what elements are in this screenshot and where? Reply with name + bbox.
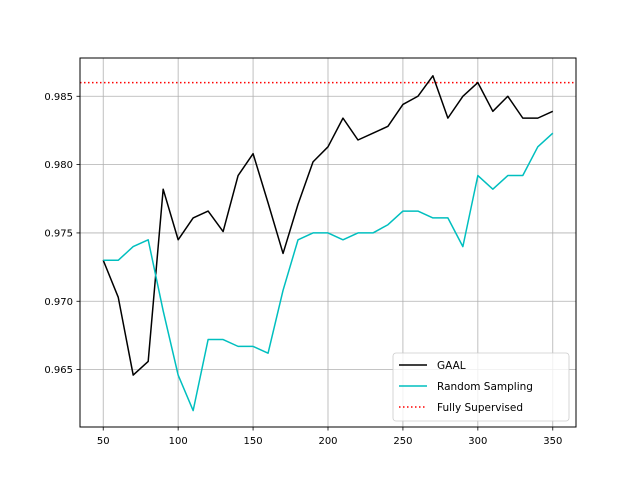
series-layer bbox=[102, 75, 554, 412]
legend: GAAL Random Sampling Fully Supervised bbox=[392, 352, 570, 422]
x-tick-label: 150 bbox=[244, 436, 263, 447]
x-tick-label: 100 bbox=[169, 436, 188, 447]
series-line-gaal bbox=[102, 75, 554, 376]
legend-entry-gaal-label: GAAL bbox=[437, 360, 466, 372]
x-tick-label: 50 bbox=[97, 436, 110, 447]
y-tick-label: 0.985 bbox=[44, 92, 73, 103]
y-tick-label: 0.980 bbox=[44, 160, 73, 171]
x-tick-label: 250 bbox=[393, 436, 412, 447]
axis-ticks: 50 100 150 200 250 300 350 0.965 0.970 0.975 0.980… bbox=[44, 92, 562, 447]
y-tick-label: 0.965 bbox=[44, 365, 73, 376]
legend-box bbox=[392, 352, 570, 422]
y-tick-label: 0.970 bbox=[44, 297, 73, 308]
legend-entry-fully-supervised-label: Fully Supervised bbox=[437, 402, 523, 414]
y-tick-label: 0.975 bbox=[44, 228, 73, 239]
x-tick-label: 300 bbox=[468, 436, 487, 447]
legend-entry-random-sampling-label: Random Sampling bbox=[437, 381, 533, 393]
x-tick-label: 200 bbox=[318, 436, 337, 447]
series-line-random-sampling bbox=[103, 132, 554, 412]
x-tick-label: 350 bbox=[543, 436, 562, 447]
